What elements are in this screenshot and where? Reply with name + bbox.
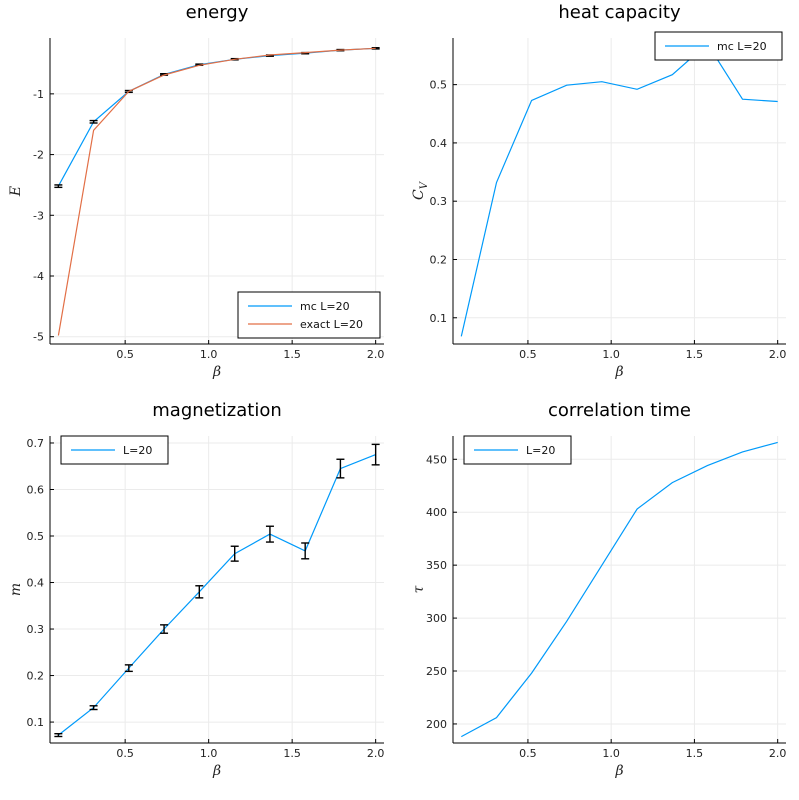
error-bar xyxy=(54,184,63,189)
legend: L=20 xyxy=(60,435,169,465)
y-axis-label-main: C xyxy=(411,189,427,200)
y-tick-label: 400 xyxy=(426,506,447,519)
chart-title: magnetization xyxy=(152,400,282,421)
legend-label: mc L=20 xyxy=(717,40,767,53)
error-bar xyxy=(54,732,63,738)
y-tick-label: 0.2 xyxy=(430,253,448,266)
x-tick-label: 1.0 xyxy=(602,348,620,361)
x-tick-label: 0.5 xyxy=(519,348,537,361)
y-tick-label: 0.1 xyxy=(27,716,45,729)
y-tick-label: -3 xyxy=(33,209,44,222)
y-tick-label: 350 xyxy=(426,559,447,572)
error-bar xyxy=(89,705,98,711)
error-bar xyxy=(336,458,345,479)
y-tick-label: 0.7 xyxy=(27,437,45,450)
y-tick-label: 0.3 xyxy=(27,623,45,636)
error-bar xyxy=(230,545,239,562)
chart-title: heat capacity xyxy=(558,2,681,23)
y-tick-label: -4 xyxy=(33,270,44,283)
y-tick-label: -2 xyxy=(33,149,44,162)
subplot-3: 0.5 1.0 1.5 2.0 200 250 300 350 400 450 correlatio… xyxy=(411,400,786,779)
y-axis-label: E xyxy=(8,186,24,197)
y-axis-label-sub: V xyxy=(419,180,430,189)
error-bar xyxy=(371,443,380,466)
x-axis-label: β xyxy=(212,364,221,380)
y-tick-label: 0.3 xyxy=(430,195,448,208)
x-tick-label: 0.5 xyxy=(519,747,537,760)
legend-label: L=20 xyxy=(123,444,152,457)
x-tick-label: 1.5 xyxy=(283,348,301,361)
x-tick-label: 0.5 xyxy=(116,348,134,361)
y-tick-label: 0.2 xyxy=(27,670,45,683)
y-tick-label: 300 xyxy=(426,612,447,625)
subplot-0: 0.5 1.0 1.5 2.0 -5 -4 -3 -2 -1 energy β Emc L=20 exa… xyxy=(8,2,384,380)
legend-label: exact L=20 xyxy=(300,318,363,331)
error-bar xyxy=(265,525,274,543)
legend-box xyxy=(237,291,381,339)
y-tick-label: 250 xyxy=(426,665,447,678)
y-axis-label: τ xyxy=(411,585,427,593)
y-tick-label: -5 xyxy=(33,331,44,344)
y-axis-label: CV xyxy=(411,180,430,200)
y-tick-label: 0.6 xyxy=(27,483,45,496)
y-tick-label: 0.5 xyxy=(430,79,448,92)
legend-label: mc L=20 xyxy=(300,300,350,313)
error-bar xyxy=(195,585,204,599)
chart-title: energy xyxy=(186,2,249,23)
x-axis-label: β xyxy=(614,763,623,779)
series-line-0 xyxy=(461,441,778,738)
y-tick-label: 0.5 xyxy=(27,530,45,543)
series-line-0 xyxy=(460,42,778,337)
subplot-1: 0.5 1.0 1.5 2.0 0.1 0.2 0.3 0.4 0.5 heat capacity… xyxy=(411,2,786,380)
error-bar xyxy=(301,542,310,560)
legend-label: L=20 xyxy=(526,444,555,457)
y-tick-label: 0.1 xyxy=(430,312,448,325)
y-tick-label: -1 xyxy=(33,88,44,101)
y-tick-label: 450 xyxy=(426,453,447,466)
error-bar xyxy=(160,624,169,634)
x-tick-label: 2.0 xyxy=(769,348,787,361)
error-bar xyxy=(89,119,98,124)
y-axis-label-main: m xyxy=(8,583,24,596)
y-axis-label-main: τ xyxy=(411,585,427,593)
legend: mc L=20 xyxy=(654,31,783,61)
series-line-1 xyxy=(57,47,376,336)
x-tick-label: 1.0 xyxy=(200,747,218,760)
series-line-0 xyxy=(58,454,376,736)
y-axis-label-main: E xyxy=(8,186,24,197)
x-axis-label: β xyxy=(212,763,221,779)
x-axis-label: β xyxy=(614,364,623,380)
legend: mc L=20 exact L=20 xyxy=(237,291,381,339)
x-tick-label: 1.5 xyxy=(283,747,301,760)
x-tick-label: 0.5 xyxy=(116,747,134,760)
x-tick-label: 2.0 xyxy=(367,747,385,760)
x-tick-label: 1.5 xyxy=(686,348,704,361)
x-tick-label: 1.0 xyxy=(602,747,620,760)
x-tick-label: 1.5 xyxy=(686,747,704,760)
x-tick-label: 1.0 xyxy=(200,348,218,361)
error-bar xyxy=(124,664,133,673)
subplot-2: 0.5 1.0 1.5 2.0 0.1 0.2 0.3 0.4 0.5 0.6 0.7 magneti… xyxy=(8,400,384,779)
chart-title: correlation time xyxy=(548,400,691,421)
x-tick-label: 2.0 xyxy=(769,747,787,760)
legend: L=20 xyxy=(463,435,572,465)
x-tick-label: 2.0 xyxy=(367,348,385,361)
y-tick-label: 0.4 xyxy=(430,137,448,150)
y-tick-label: 200 xyxy=(426,718,447,731)
y-tick-label: 0.4 xyxy=(27,577,45,590)
y-axis-label: m xyxy=(8,583,24,596)
